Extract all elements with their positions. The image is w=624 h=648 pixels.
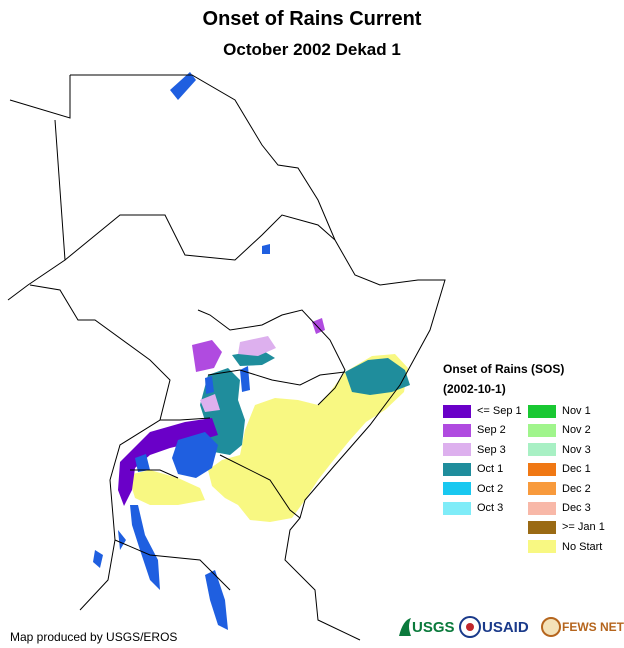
usaid-logo-text: USAID (482, 618, 529, 636)
legend-item: Dec 2 (528, 482, 591, 496)
legend-swatch (528, 482, 556, 496)
fewsnet-globe-icon (541, 617, 561, 637)
usaid-seal-icon (459, 616, 481, 638)
legend-swatch (528, 462, 556, 476)
country-borders (7, 74, 446, 641)
legend-label: Dec 3 (562, 502, 591, 514)
legend-swatch (443, 462, 471, 476)
legend-label: Dec 1 (562, 463, 591, 476)
legend-item: Nov 1 (528, 404, 591, 418)
usgs-logo-text: USGS (412, 618, 455, 636)
legend-item: Nov 2 (528, 423, 591, 437)
usgs-wave-icon (399, 618, 411, 636)
legend-swatch (528, 540, 556, 554)
legend-swatch (528, 443, 556, 457)
legend-label: Sep 3 (477, 443, 506, 456)
legend-label: Nov 2 (562, 424, 591, 437)
legend-label: No Start (562, 540, 603, 553)
legend-swatch (528, 501, 556, 515)
legend-item: Oct 1 (443, 462, 503, 476)
fewsnet-logo-text: FEWS NET (562, 620, 624, 634)
legend-date: (2002-10-1) (443, 382, 506, 396)
legend-label: Nov 3 (562, 443, 591, 456)
legend-item: Oct 3 (443, 501, 503, 515)
legend-swatch (443, 501, 471, 515)
legend-item: Dec 3 (528, 501, 591, 515)
legend-label: Oct 1 (477, 463, 504, 476)
legend-item: No Start (528, 540, 602, 554)
legend-label: Oct 3 (477, 502, 504, 514)
usaid-logo: USAID (458, 614, 529, 640)
legend-label: Dec 2 (562, 482, 591, 495)
region-no-start (128, 354, 408, 522)
region-sep-3 (200, 336, 276, 412)
legend-label: Nov 1 (562, 405, 591, 417)
legend-label: <= Sep 1 (477, 405, 522, 417)
map-credit: Map produced by USGS/EROS (10, 630, 178, 644)
legend-item: <= Sep 1 (443, 404, 522, 418)
legend-swatch (443, 423, 471, 437)
legend-item: Sep 3 (443, 443, 506, 457)
usgs-logo: USGS (398, 614, 455, 640)
legend-label: Sep 2 (477, 424, 506, 437)
legend-label: Oct 2 (477, 482, 504, 495)
map-title: Onset of Rains Current (202, 8, 422, 30)
legend-swatch (528, 404, 556, 418)
legend-label: >= Jan 1 (562, 521, 605, 534)
legend-title: Onset of Rains (SOS) (443, 362, 565, 376)
legend-swatch (443, 482, 471, 496)
legend-item: Sep 2 (443, 423, 506, 437)
legend-swatch (443, 443, 471, 457)
legend-item: Dec 1 (528, 462, 591, 476)
legend-item: Nov 3 (528, 443, 591, 457)
legend-item: >= Jan 1 (528, 520, 605, 534)
legend-swatch (528, 520, 556, 534)
region-oct-2 (135, 432, 218, 478)
legend-swatch (528, 423, 556, 437)
fewsnet-logo: FEWS NET (540, 614, 624, 640)
legend-swatch (443, 404, 471, 418)
map-subtitle: October 2002 Dekad 1 (223, 40, 401, 59)
legend-item: Oct 2 (443, 482, 503, 496)
